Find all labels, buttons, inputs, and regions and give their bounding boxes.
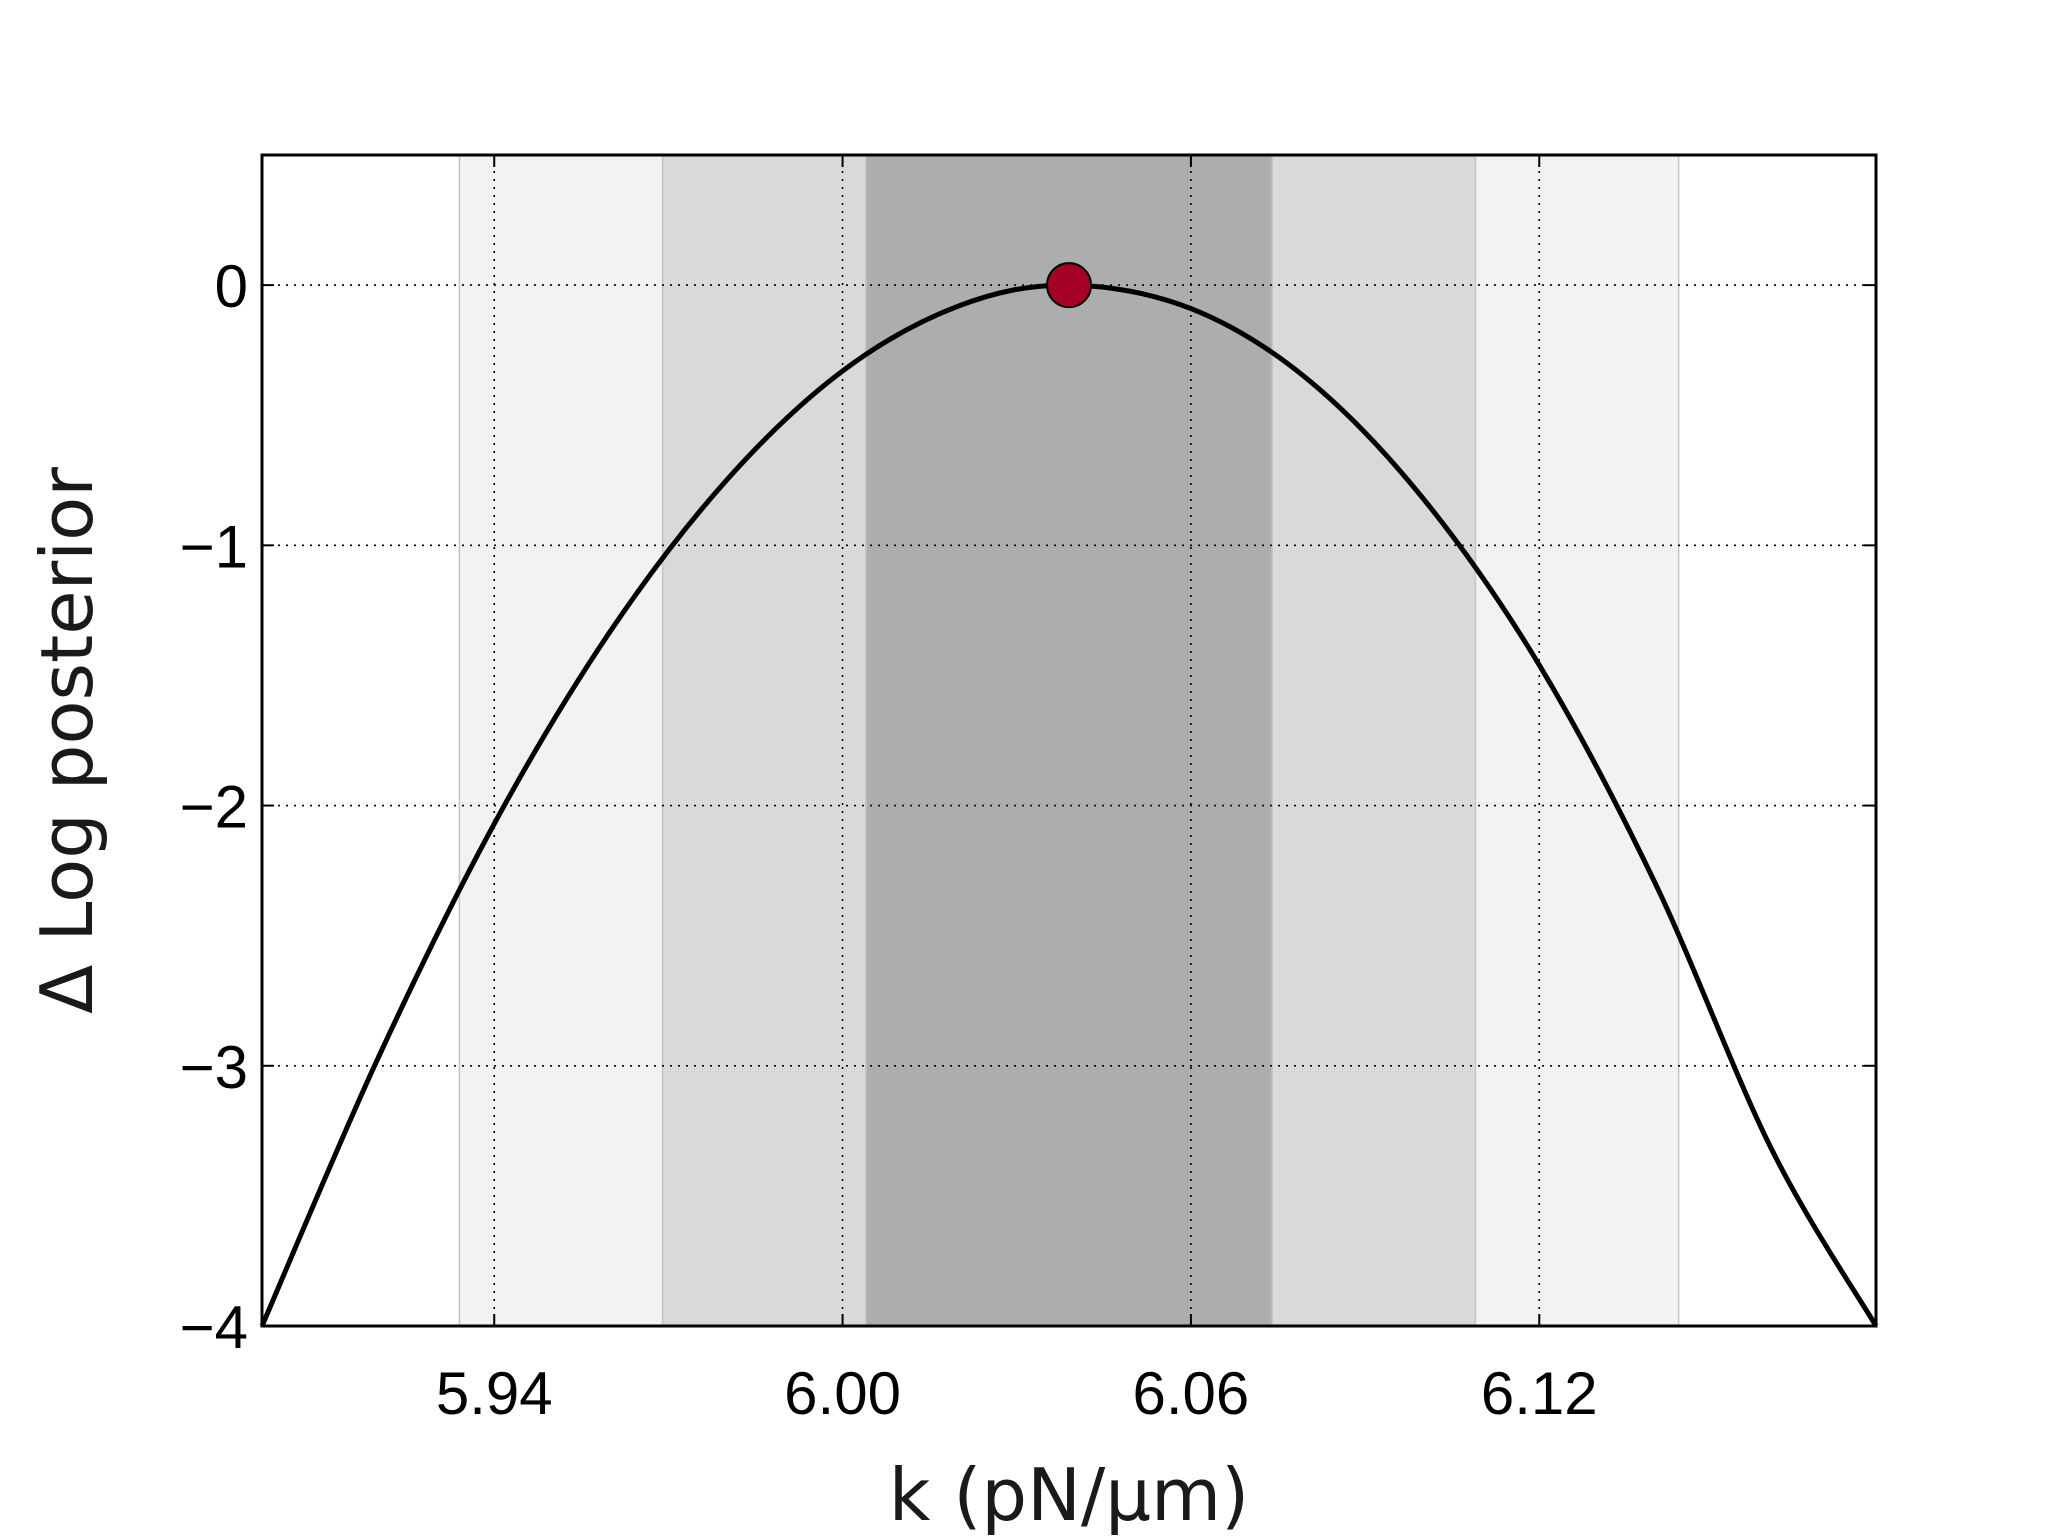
y-axis-label: Δ Log posterior (25, 467, 109, 1014)
y-tick-label: −4 (180, 1294, 248, 1361)
maximum-marker (1046, 262, 1092, 309)
x-tick-labels: 5.94 6.00 6.06 6.12 (436, 1360, 1598, 1427)
tick-marks (262, 155, 1876, 1327)
x-tick-label: 6.06 (1133, 1360, 1250, 1427)
credible-interval-bands (458, 154, 1680, 1327)
grid-lines (262, 155, 1876, 1326)
series-layer (259, 262, 1879, 1328)
x-tick-label: 6.12 (1481, 1360, 1598, 1427)
y-tick-labels: 0 −1 −2 −3 −4 (180, 253, 248, 1361)
y-tick-label: 0 (215, 253, 248, 320)
x-axis-label: k (pN/μm) (889, 1453, 1250, 1536)
y-tick-label: −1 (180, 513, 248, 580)
interval-band-2 (865, 154, 1273, 1327)
y-tick-label: −2 (180, 774, 248, 841)
x-tick-label: 5.94 (436, 1360, 553, 1427)
x-tick-label: 6.00 (784, 1360, 901, 1427)
plot-frame (260, 153, 1878, 1328)
y-tick-label: −3 (180, 1034, 248, 1101)
